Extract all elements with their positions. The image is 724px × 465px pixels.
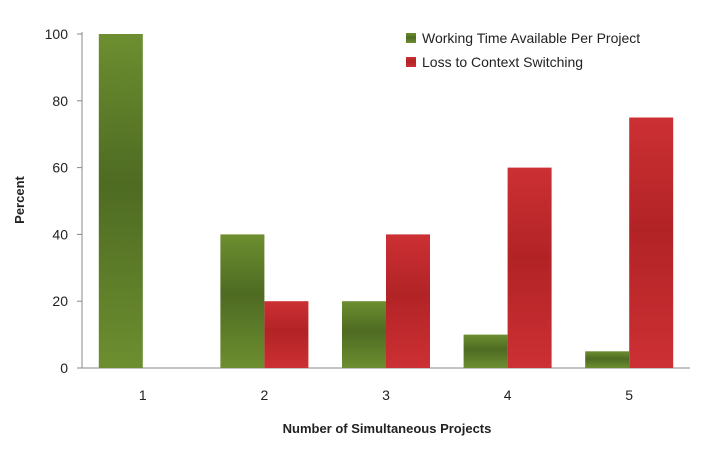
y-tick-label: 20 bbox=[52, 293, 68, 309]
bar-working-time-1 bbox=[98, 34, 143, 368]
x-tick-label: 5 bbox=[625, 387, 633, 403]
bar-working-time-5 bbox=[585, 351, 630, 368]
legend: Working Time Available Per Project Loss t… bbox=[406, 30, 640, 70]
x-tick-label: 3 bbox=[382, 387, 390, 403]
legend-label: Working Time Available Per Project bbox=[422, 30, 640, 46]
x-tick-label: 2 bbox=[261, 387, 269, 403]
tick-labels: 0 20 40 60 80 100 1 2 3 4 5 bbox=[45, 26, 634, 403]
y-tick-label: 100 bbox=[45, 26, 69, 42]
bar-context-switching-2 bbox=[264, 301, 309, 368]
legend-label: Loss to Context Switching bbox=[422, 54, 583, 70]
bar-working-time-2 bbox=[220, 234, 265, 368]
bar-working-time-3 bbox=[342, 301, 386, 368]
x-tick-label: 4 bbox=[504, 387, 512, 403]
y-tick-label: 0 bbox=[60, 360, 68, 376]
y-axis-title: Percent bbox=[12, 175, 27, 223]
y-tick-label: 40 bbox=[52, 226, 68, 242]
y-tick-label: 80 bbox=[52, 93, 68, 109]
x-tick-label: 1 bbox=[139, 387, 147, 403]
bar-working-time-4 bbox=[463, 334, 508, 368]
y-tick-label: 60 bbox=[52, 160, 68, 176]
legend-swatch bbox=[406, 57, 416, 67]
bar-context-switching-5 bbox=[629, 117, 674, 368]
x-axis-title: Number of Simultaneous Projects bbox=[283, 421, 492, 436]
bars bbox=[98, 34, 674, 368]
bar-context-switching-3 bbox=[386, 234, 430, 368]
legend-swatch bbox=[406, 33, 416, 43]
bar-context-switching-4 bbox=[507, 167, 552, 368]
